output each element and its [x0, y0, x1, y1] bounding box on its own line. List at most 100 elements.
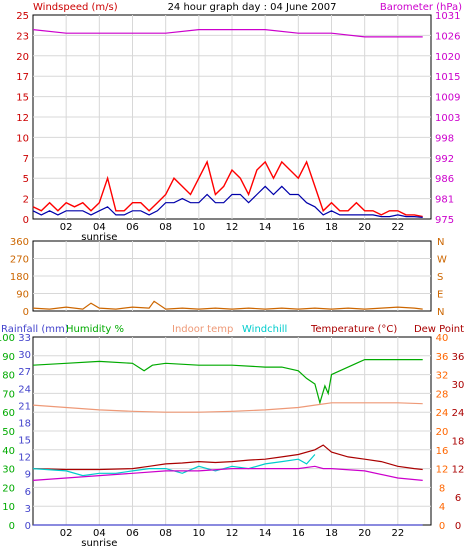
- baro-ytick-1003: 1003: [435, 113, 460, 124]
- rain-ytick-0: 0: [25, 521, 31, 532]
- temp-ytick-b-30: 30: [452, 380, 465, 391]
- wind-ytick-23: 23: [16, 31, 29, 42]
- wind-ytick-10: 10: [16, 133, 29, 144]
- temp-xtick-04: 04: [93, 528, 106, 539]
- temp-xtick-16: 16: [292, 528, 305, 539]
- hum-ytick-30: 30: [2, 465, 15, 476]
- hum-ytick-10: 10: [2, 502, 15, 513]
- temp-ytick-a-20: 20: [436, 427, 449, 438]
- baro-ytick-1015: 1015: [435, 72, 460, 83]
- wind-xtick-18: 18: [325, 222, 338, 233]
- wind-xtick-20: 20: [358, 222, 371, 233]
- dewpoint-line: [32, 465, 423, 481]
- wind-xtick-04: 04: [93, 222, 106, 233]
- temp-xtick-08: 08: [159, 528, 172, 539]
- rain-ytick-24: 24: [18, 384, 31, 395]
- wind-ytick-7: 7: [23, 154, 29, 165]
- hum-ytick-90: 90: [2, 352, 15, 363]
- hum-ytick-40: 40: [2, 446, 15, 457]
- hum-ytick-50: 50: [2, 427, 15, 438]
- wind-xtick-10: 10: [192, 222, 205, 233]
- wind-direction-line: [32, 300, 423, 310]
- temp-ytick-b-24: 24: [452, 408, 465, 419]
- temp-ytick-a-36: 36: [436, 352, 449, 363]
- baro-ytick-986: 986: [435, 174, 454, 185]
- temp-ytick-b-18: 18: [452, 436, 465, 447]
- wind-xtick-08: 08: [159, 222, 172, 233]
- temp-xtick-02: 02: [60, 528, 73, 539]
- wind-ytick-25: 25: [16, 11, 29, 22]
- hum-ytick-0: 0: [9, 521, 15, 532]
- temp-ytick-a-8: 8: [439, 483, 445, 494]
- hum-ytick-100: 100: [0, 333, 15, 344]
- temp-ytick-a-28: 28: [436, 389, 449, 400]
- dir-compass-2: S: [437, 272, 443, 283]
- rain-ytick-27: 27: [18, 367, 31, 378]
- rain-ytick-21: 21: [18, 401, 31, 412]
- wind-ytick-2: 2: [23, 195, 29, 206]
- wind-xtick-14: 14: [259, 222, 272, 233]
- chart-title: 24 hour graph day : 04 June 2007: [168, 2, 337, 13]
- wind-xtick-12: 12: [226, 222, 239, 233]
- baro-ytick-998: 998: [435, 133, 454, 144]
- wind-xtick-02: 02: [60, 222, 73, 233]
- wind-ytick-20: 20: [16, 52, 29, 63]
- dewpoint-axis-label: Dew Point: [414, 324, 464, 335]
- wind-ytick-5: 5: [23, 174, 29, 185]
- wind-gust-line: [32, 159, 423, 218]
- wind-xtick-16: 16: [292, 222, 305, 233]
- rain-ytick-30: 30: [18, 350, 31, 361]
- temp-ytick-b-6: 6: [455, 493, 461, 504]
- baro-ytick-975: 975: [435, 215, 454, 226]
- temp-xtick-10: 10: [192, 528, 205, 539]
- hum-ytick-20: 20: [2, 483, 15, 494]
- temp-ytick-b-12: 12: [452, 465, 465, 476]
- barometer-axis-label: Barometer (hPa): [380, 2, 462, 13]
- temp-ytick-a-24: 24: [436, 408, 449, 419]
- rain-ytick-9: 9: [25, 470, 31, 481]
- temp-xtick-22: 22: [391, 528, 404, 539]
- wind-xtick-22: 22: [391, 222, 404, 233]
- dir-ytick-360: 360: [10, 237, 29, 248]
- wind-ytick-12: 12: [16, 113, 29, 124]
- baro-ytick-1009: 1009: [435, 93, 460, 104]
- rain-ytick-12: 12: [18, 453, 31, 464]
- temp-ytick-a-16: 16: [436, 446, 449, 457]
- temp-ytick-a-4: 4: [439, 502, 445, 513]
- baro-ytick-1026: 1026: [435, 31, 460, 42]
- temp-xtick-14: 14: [259, 528, 272, 539]
- baro-ytick-981: 981: [435, 195, 454, 206]
- rainfall-axis-label: Rainfall (mm): [1, 324, 69, 335]
- dir-compass-1: E: [437, 290, 443, 301]
- rain-ytick-6: 6: [25, 487, 31, 498]
- baro-ytick-1031: 1031: [435, 11, 460, 22]
- windchill-line: [32, 454, 316, 477]
- temp-ytick-b-0: 0: [455, 521, 461, 532]
- temp-ytick-b-36: 36: [452, 352, 465, 363]
- windchill-legend: Windchill: [242, 324, 287, 335]
- dir-compass-3: W: [437, 255, 447, 266]
- dir-compass-0: N: [437, 307, 444, 318]
- wind-xtick-06: 06: [126, 222, 139, 233]
- humidity-line: [32, 359, 423, 406]
- windspeed-axis-label: Windspeed (m/s): [33, 2, 118, 13]
- wind-average-line: [32, 185, 423, 218]
- temp-xtick-20: 20: [358, 528, 371, 539]
- rain-ytick-18: 18: [18, 418, 31, 429]
- rain-ytick-33: 33: [18, 333, 31, 344]
- wind-ytick-0: 0: [23, 215, 29, 226]
- dir-ytick-90: 90: [16, 290, 29, 301]
- barometer-line: [32, 29, 423, 38]
- humidity-axis-label: Humidity %: [66, 324, 124, 335]
- wind-ytick-17: 17: [16, 72, 29, 83]
- temp-xtick-06: 06: [126, 528, 139, 539]
- temp-ytick-a-32: 32: [436, 371, 449, 382]
- sunrise-label-bottom: sunrise: [81, 538, 117, 549]
- rain-ytick-3: 3: [25, 504, 31, 515]
- indoor-temp-legend: Indoor temp: [172, 324, 233, 335]
- dir-ytick-0: 0: [23, 307, 29, 318]
- temp-ytick-a-12: 12: [436, 465, 449, 476]
- temperature-axis-label: Temperature (°C): [310, 324, 397, 335]
- dir-ytick-270: 270: [10, 255, 29, 266]
